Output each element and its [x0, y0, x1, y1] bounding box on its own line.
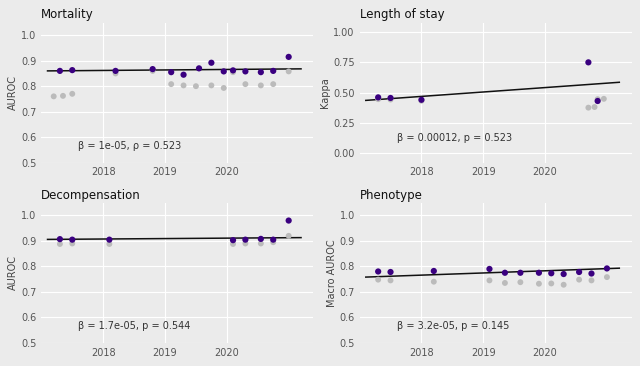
Point	[284, 54, 294, 60]
Point	[148, 66, 158, 72]
Point	[589, 104, 600, 110]
Text: Length of stay: Length of stay	[360, 8, 444, 21]
Point	[373, 269, 383, 274]
Text: β = 0.00012, p = 0.523: β = 0.00012, p = 0.523	[397, 134, 512, 143]
Point	[67, 91, 77, 97]
Point	[179, 82, 189, 88]
Point	[284, 68, 294, 74]
Point	[67, 240, 77, 246]
Point	[240, 81, 250, 87]
Point	[429, 279, 439, 285]
Point	[417, 97, 427, 103]
Point	[484, 266, 495, 272]
Point	[429, 268, 439, 274]
Point	[104, 241, 115, 247]
Text: Phenotype: Phenotype	[360, 188, 422, 202]
Point	[166, 69, 176, 75]
Point	[55, 236, 65, 242]
Point	[268, 237, 278, 243]
Point	[228, 69, 238, 75]
Point	[111, 68, 121, 74]
Point	[599, 96, 609, 102]
Point	[534, 270, 544, 276]
Point	[228, 237, 238, 243]
Point	[256, 236, 266, 242]
Point	[191, 83, 201, 89]
Point	[602, 265, 612, 271]
Y-axis label: Kappa: Kappa	[321, 77, 330, 108]
Point	[284, 233, 294, 239]
Point	[373, 94, 383, 100]
Point	[385, 277, 396, 283]
Point	[593, 96, 603, 102]
Point	[206, 60, 216, 66]
Point	[104, 237, 115, 243]
Point	[58, 93, 68, 99]
Text: β = 1.7e-05, p = 0.544: β = 1.7e-05, p = 0.544	[79, 321, 191, 331]
Point	[559, 282, 569, 288]
Point	[515, 270, 525, 276]
Point	[500, 270, 510, 276]
Point	[484, 277, 495, 283]
Point	[515, 279, 525, 285]
Point	[593, 98, 603, 104]
Point	[55, 241, 65, 247]
Point	[385, 269, 396, 275]
Text: β = 3.2e-05, p = 0.145: β = 3.2e-05, p = 0.145	[397, 321, 509, 331]
Point	[240, 68, 250, 74]
Point	[55, 68, 65, 74]
Point	[586, 270, 596, 276]
Text: Decompensation: Decompensation	[42, 188, 141, 202]
Point	[583, 59, 593, 65]
Point	[559, 271, 569, 277]
Point	[179, 72, 189, 78]
Y-axis label: AUROC: AUROC	[8, 75, 19, 110]
Point	[574, 277, 584, 283]
Point	[385, 95, 396, 101]
Point	[166, 81, 176, 87]
Point	[219, 85, 229, 91]
Point	[534, 281, 544, 287]
Point	[268, 239, 278, 245]
Point	[602, 274, 612, 280]
Point	[228, 67, 238, 73]
Point	[228, 241, 238, 247]
Text: Mortality: Mortality	[42, 8, 94, 21]
Point	[67, 67, 77, 73]
Point	[373, 96, 383, 102]
Point	[240, 240, 250, 246]
Point	[284, 218, 294, 224]
Point	[586, 277, 596, 283]
Point	[256, 82, 266, 88]
Text: β = 1e-05, ρ = 0.523: β = 1e-05, ρ = 0.523	[79, 141, 182, 151]
Point	[256, 69, 266, 75]
Point	[583, 105, 593, 111]
Point	[574, 269, 584, 275]
Y-axis label: AUROC: AUROC	[8, 255, 19, 290]
Point	[268, 68, 278, 74]
Point	[240, 237, 250, 243]
Y-axis label: Macro AUROC: Macro AUROC	[326, 239, 337, 307]
Point	[546, 270, 556, 276]
Point	[385, 97, 396, 102]
Point	[67, 237, 77, 243]
Point	[148, 68, 158, 74]
Point	[194, 66, 204, 71]
Point	[219, 68, 229, 74]
Point	[546, 280, 556, 286]
Point	[49, 93, 59, 99]
Point	[417, 98, 427, 104]
Point	[268, 81, 278, 87]
Point	[500, 280, 510, 286]
Point	[111, 71, 121, 76]
Point	[373, 277, 383, 283]
Point	[206, 82, 216, 88]
Point	[256, 240, 266, 246]
